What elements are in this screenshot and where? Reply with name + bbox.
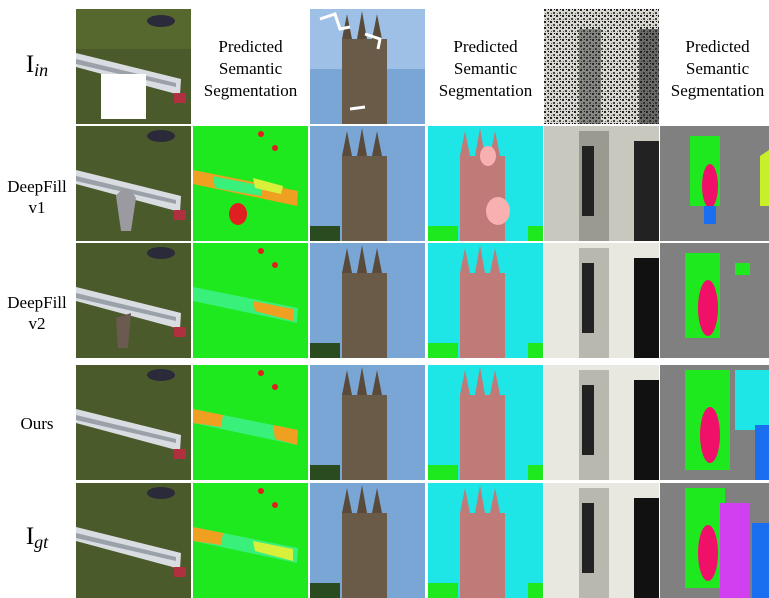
column-header-seg-3: Predicted Semantic Segmentation bbox=[670, 37, 765, 100]
row-label-input: Iin bbox=[25, 51, 49, 80]
ground-truth-tower bbox=[310, 483, 425, 598]
deepfill-v1-output-room bbox=[544, 126, 659, 241]
deepfill-v2-seg-room bbox=[660, 243, 769, 358]
ground-truth-seg-room bbox=[660, 483, 769, 598]
deepfill-v1-seg-grass bbox=[193, 126, 308, 241]
row-label-deepfill-v1: DeepFill v1 bbox=[7, 177, 67, 217]
deepfill-v1-seg-room bbox=[660, 126, 769, 241]
ours-output-room bbox=[544, 365, 659, 480]
ground-truth-grass bbox=[76, 483, 191, 598]
deepfill-v2-output-grass bbox=[76, 243, 191, 358]
row-label-ground-truth: Igt bbox=[25, 523, 49, 552]
row-label-deepfill-v2: DeepFill v2 bbox=[7, 293, 67, 333]
deepfill-v2-seg-tower bbox=[428, 243, 543, 358]
ours-seg-room bbox=[660, 365, 769, 480]
ground-truth-seg-grass bbox=[193, 483, 308, 598]
deepfill-v2-seg-grass bbox=[193, 243, 308, 358]
input-image-grass bbox=[76, 9, 191, 124]
deepfill-v2-output-tower bbox=[310, 243, 425, 358]
column-header-seg-2: Predicted Semantic Segmentation bbox=[438, 37, 533, 100]
ground-truth-seg-tower bbox=[428, 483, 543, 598]
ours-output-grass bbox=[76, 365, 191, 480]
ours-seg-tower bbox=[428, 365, 543, 480]
ground-truth-room bbox=[544, 483, 659, 598]
input-image-room-noisy bbox=[544, 9, 659, 124]
deepfill-v1-output-grass bbox=[76, 126, 191, 241]
row-label-ours: Ours bbox=[20, 414, 54, 433]
deepfill-v2-output-room bbox=[544, 243, 659, 358]
ours-seg-grass bbox=[193, 365, 308, 480]
deepfill-v1-output-tower bbox=[310, 126, 425, 241]
ours-output-tower bbox=[310, 365, 425, 480]
column-header-seg-1: Predicted Semantic Segmentation bbox=[203, 37, 298, 100]
deepfill-v1-seg-tower bbox=[428, 126, 543, 241]
input-image-tower bbox=[310, 9, 425, 124]
